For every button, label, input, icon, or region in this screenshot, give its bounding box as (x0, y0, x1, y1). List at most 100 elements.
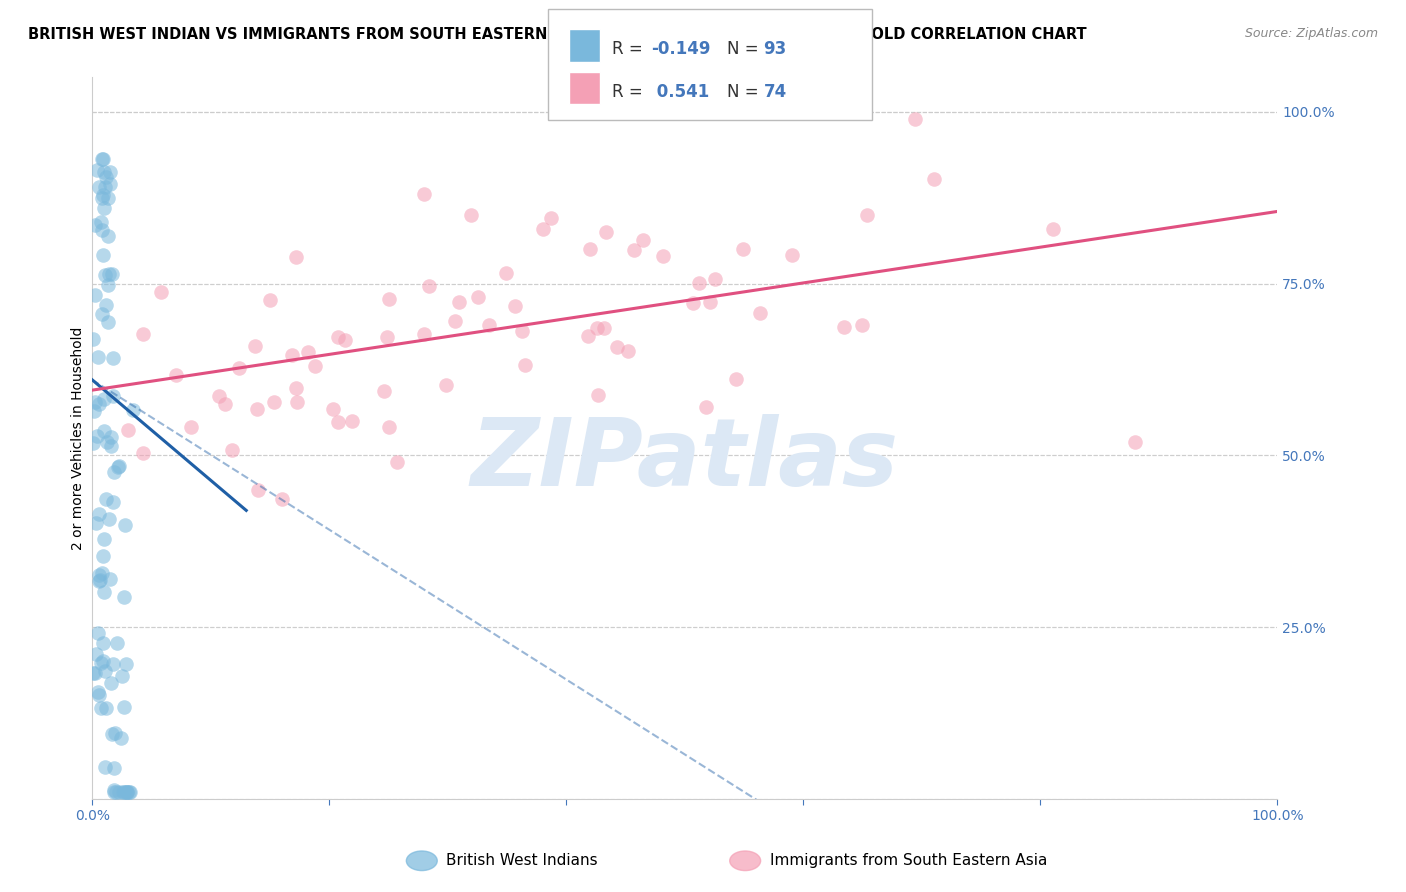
Point (208, 389, 231, 403)
Text: 0.541: 0.541 (651, 83, 709, 101)
Point (1123, 434, 1146, 449)
Point (103, 785, 125, 799)
Point (245, 339, 267, 353)
Point (91, 223, 114, 237)
Text: R =: R = (612, 40, 648, 58)
Point (94, 492, 117, 507)
Point (595, 225, 617, 239)
Point (373, 384, 395, 398)
Point (86, 429, 108, 443)
Text: 74: 74 (763, 83, 787, 101)
Point (513, 358, 536, 372)
Text: -0.149: -0.149 (651, 40, 710, 58)
Point (228, 361, 250, 376)
Point (100, 439, 122, 453)
Point (91, 636, 114, 650)
Point (87, 568, 110, 582)
Point (904, 112, 927, 126)
Point (326, 415, 349, 429)
Point (104, 726, 127, 740)
Point (434, 378, 457, 392)
Point (699, 294, 721, 309)
Text: British West Indians: British West Indians (446, 854, 598, 868)
Point (322, 401, 344, 416)
Point (93, 201, 115, 215)
Point (333, 334, 356, 348)
Text: Immigrants from South Eastern Asia: Immigrants from South Eastern Asia (770, 854, 1047, 868)
Point (467, 290, 489, 304)
Point (114, 518, 136, 533)
Point (682, 296, 704, 310)
Point (94, 760, 117, 774)
Point (270, 492, 292, 507)
Point (89, 508, 111, 522)
Point (748, 306, 770, 320)
Point (82, 332, 104, 346)
Point (378, 420, 401, 434)
Point (652, 249, 675, 263)
Point (585, 320, 607, 334)
Point (413, 326, 436, 341)
Point (93, 392, 115, 407)
Point (115, 785, 138, 799)
Point (94, 180, 117, 194)
Text: ZIPatlas: ZIPatlas (471, 414, 898, 506)
Point (89, 574, 111, 588)
Point (112, 785, 135, 799)
Point (87, 688, 110, 702)
Point (93, 424, 115, 438)
Point (91, 152, 114, 166)
Point (98, 573, 121, 587)
Point (1042, 222, 1064, 236)
Point (304, 359, 326, 374)
Text: N =: N = (727, 83, 763, 101)
Point (82, 436, 104, 450)
Point (97, 315, 120, 329)
Point (115, 785, 138, 799)
Point (108, 459, 131, 474)
Point (856, 208, 879, 222)
Point (100, 676, 122, 690)
Point (94, 664, 117, 678)
Point (82, 666, 104, 681)
Point (110, 731, 132, 745)
Text: BRITISH WEST INDIAN VS IMMIGRANTS FROM SOUTH EASTERN ASIA 2 OR MORE VEHICLES IN : BRITISH WEST INDIAN VS IMMIGRANTS FROM S… (28, 27, 1087, 42)
Point (86, 163, 108, 178)
Point (84, 665, 107, 680)
Point (108, 785, 131, 799)
Point (118, 785, 141, 799)
Point (385, 455, 408, 469)
Point (342, 414, 364, 428)
Point (112, 591, 135, 605)
Point (246, 401, 269, 416)
Point (180, 420, 202, 434)
Point (93, 165, 115, 179)
Point (150, 285, 173, 299)
Point (284, 381, 307, 395)
Point (105, 636, 128, 650)
Point (704, 271, 727, 285)
Point (93, 532, 115, 546)
Point (117, 423, 139, 437)
Point (540, 211, 562, 225)
Point (510, 325, 533, 339)
Point (120, 785, 142, 799)
Point (780, 248, 803, 262)
Point (90, 656, 112, 670)
Point (91, 566, 114, 581)
Point (98, 268, 121, 282)
Y-axis label: 2 or more Vehicles in Household: 2 or more Vehicles in Household (72, 326, 86, 550)
Point (111, 669, 134, 683)
Point (115, 657, 138, 671)
Point (688, 276, 710, 290)
Point (96, 435, 118, 450)
Point (503, 299, 526, 313)
Point (84, 218, 107, 232)
Point (103, 466, 125, 480)
Point (94, 268, 117, 282)
Point (297, 344, 319, 359)
Point (90, 701, 112, 715)
Point (84, 516, 107, 530)
Point (97, 191, 120, 205)
Point (695, 400, 717, 414)
